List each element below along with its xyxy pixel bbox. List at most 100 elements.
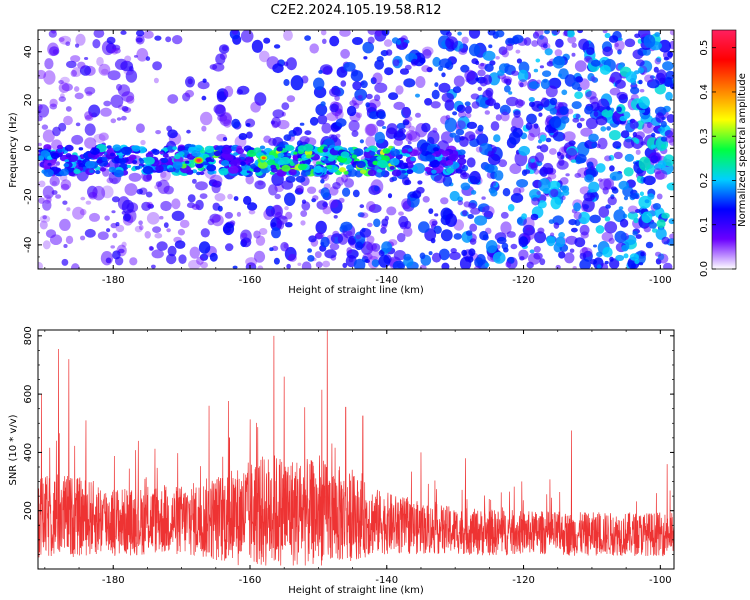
heatmap-cell [324, 249, 337, 259]
heatmap-cell [65, 153, 72, 158]
heatmap-cell [462, 209, 468, 217]
heatmap-cell [167, 129, 178, 139]
heatmap-cell [171, 210, 185, 221]
heatmap-cell [299, 136, 310, 144]
heatmap-cell [305, 171, 311, 176]
heatmap-cell [153, 77, 159, 84]
heatmap-cell [268, 184, 278, 196]
heatmap-cell [38, 155, 45, 161]
heatmap-cell [492, 182, 499, 188]
heatmap-cell [510, 193, 524, 203]
heatmap-cell [590, 165, 595, 171]
heatmap-cell [545, 137, 552, 143]
heatmap-cell [161, 157, 169, 164]
heatmap-cell [445, 160, 454, 166]
y-tick-label: 800 [23, 326, 34, 345]
heatmap-cell [166, 253, 177, 265]
heatmap-cell [251, 39, 263, 53]
x-tick-label: -140 [375, 575, 398, 586]
heatmap-cell [129, 257, 138, 266]
heatmap-cell [355, 234, 362, 240]
heatmap-cell [235, 147, 245, 155]
heatmap-cell [215, 53, 226, 65]
heatmap-cell [136, 188, 143, 195]
heatmap-cell [614, 42, 619, 48]
heatmap-cell [263, 135, 272, 143]
heatmap-cell [419, 252, 426, 260]
heatmap-cell [572, 266, 577, 269]
heatmap-y-axis-label: Frequency (Hz) [8, 112, 19, 188]
heatmap-cell [396, 45, 402, 49]
heatmap-cell [156, 241, 168, 251]
heatmap-cell [99, 167, 107, 172]
heatmap-cell [496, 236, 507, 245]
heatmap-cell [80, 235, 86, 241]
heatmap-cell [607, 196, 617, 206]
heatmap-cell [247, 202, 258, 211]
heatmap-cell [195, 181, 208, 191]
heatmap-cell [526, 113, 537, 125]
heatmap-cell [58, 82, 70, 93]
heatmap-cell [603, 178, 614, 190]
heatmap-cell [441, 262, 450, 269]
heatmap-cell [335, 118, 347, 127]
heatmap-cell [259, 228, 268, 235]
heatmap-cell [523, 217, 535, 231]
heatmap-cell [624, 153, 635, 162]
heatmap-cell [367, 36, 375, 44]
heatmap-cell [171, 198, 181, 210]
heatmap-cell [549, 107, 557, 115]
y-tick-label: 200 [23, 501, 34, 520]
heatmap-cell [558, 232, 565, 238]
heatmap-cell [402, 41, 408, 49]
heatmap-cell [419, 264, 427, 269]
heatmap-cell [517, 99, 526, 107]
heatmap-cell [528, 81, 540, 90]
heatmap-cell [172, 161, 183, 169]
heatmap-cell [456, 104, 466, 114]
y-tick-label: 40 [23, 45, 34, 58]
heatmap-cell [224, 211, 233, 219]
heatmap-cell [600, 64, 611, 75]
heatmap-cell [410, 156, 417, 162]
heatmap-cell [666, 114, 674, 123]
heatmap-cell [570, 159, 577, 163]
heatmap-cell [647, 79, 660, 89]
heatmap-cell [422, 49, 432, 59]
heatmap-cell [606, 126, 611, 131]
heatmap-cell [202, 78, 207, 83]
heatmap-cell [160, 171, 167, 178]
x-tick-label: -100 [649, 275, 672, 286]
heatmap-cell [438, 58, 452, 68]
heatmap-cell [96, 56, 104, 67]
colorbar-tick-label: 0.5 [699, 40, 710, 56]
heatmap-cell [377, 111, 386, 120]
heatmap-cell [559, 106, 569, 115]
heatmap-cell [163, 222, 169, 229]
heatmap-cell [391, 169, 402, 177]
heatmap-cell [38, 142, 43, 147]
heatmap-cell [311, 198, 317, 203]
heatmap-cell [596, 264, 602, 269]
heatmap-cell [550, 196, 562, 210]
heatmap-cell [98, 132, 109, 141]
heatmap-cell [167, 245, 177, 257]
heatmap-cell [453, 75, 465, 87]
heatmap-cell [85, 200, 92, 205]
heatmap-cell [562, 131, 576, 142]
x-tick-label: -120 [512, 575, 535, 586]
heatmap-cell [533, 246, 541, 253]
heatmap-cell [326, 112, 339, 122]
heatmap-cell [574, 91, 583, 99]
heatmap-cell [42, 185, 55, 199]
heatmap-cell [502, 188, 511, 197]
heatmap-cell [512, 34, 524, 44]
heatmap-cell [189, 246, 200, 259]
heatmap-cell [209, 64, 218, 70]
colorbar: 0.0 0.1 0.2 0.3 0.4 0.5 Normalized spectral a… [699, 29, 748, 277]
heatmap-cell [326, 164, 333, 170]
heatmap-cell [351, 154, 358, 159]
heatmap-cell [644, 199, 650, 204]
heatmap-cell [152, 149, 160, 156]
heatmap-cell [259, 145, 266, 150]
